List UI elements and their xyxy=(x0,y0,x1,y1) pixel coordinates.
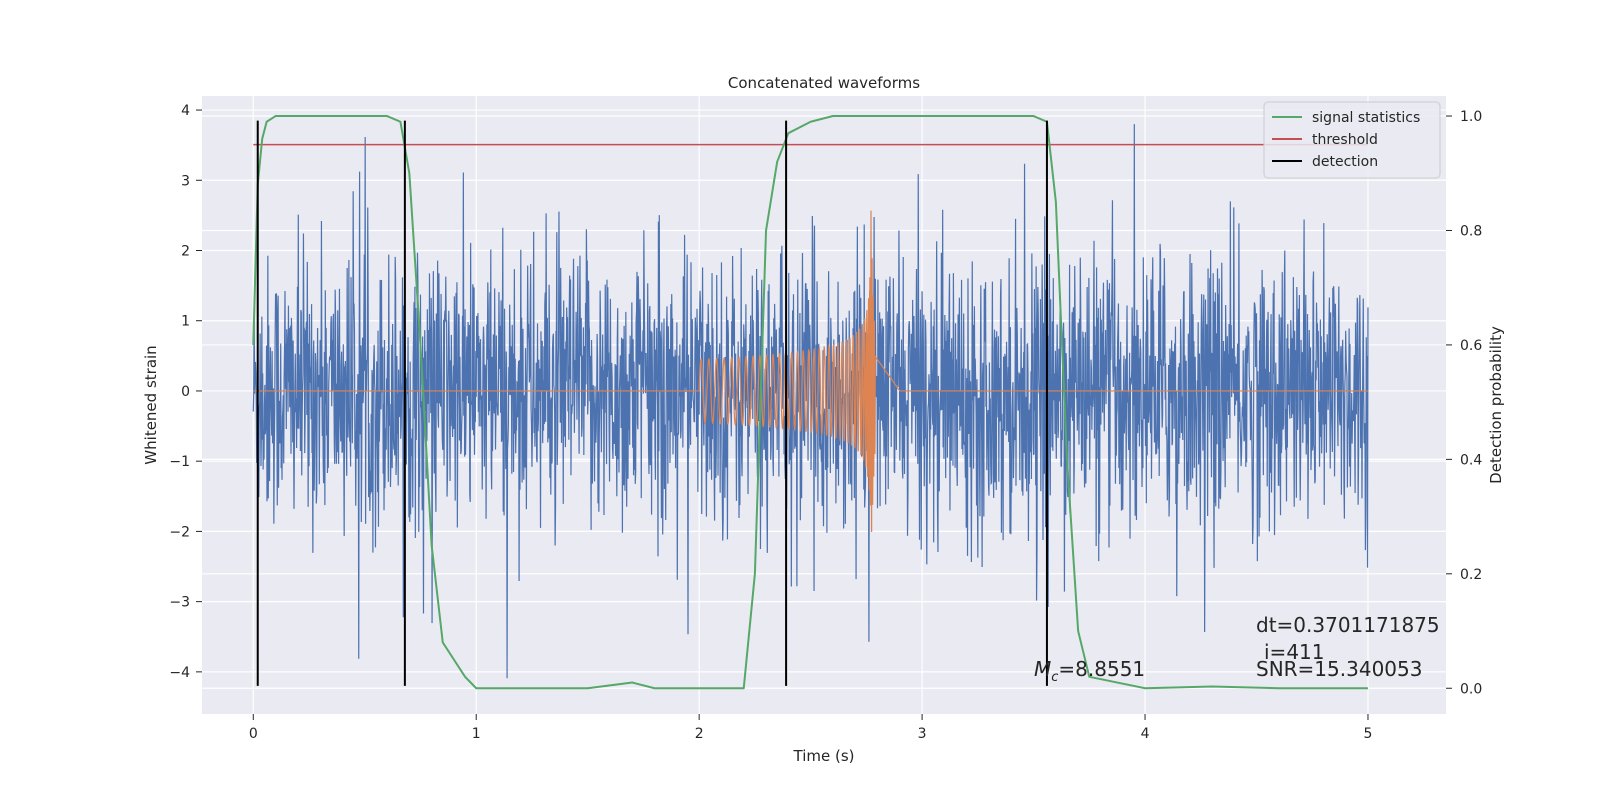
annotations: dt=0.3701171875 i=411 SNR=15.340053 Mc=8… xyxy=(1034,613,1440,685)
x-tick-label: 0 xyxy=(249,726,258,742)
y2-axis-label: Detection probability xyxy=(1487,326,1505,484)
y2-tick-label: 0.6 xyxy=(1460,338,1482,354)
y2-tick-label: 0.0 xyxy=(1460,681,1482,697)
legend-label-threshold: threshold xyxy=(1312,132,1378,148)
signal-statistics-line xyxy=(252,115,1368,690)
x-axis-label: Time (s) xyxy=(793,747,855,765)
detection-series xyxy=(256,120,1048,686)
y2-tick-label: 1.0 xyxy=(1460,109,1482,125)
x-tick-label: 3 xyxy=(918,726,927,742)
annotation-i: i=411 xyxy=(1264,640,1325,664)
y-tick-label: −2 xyxy=(169,524,190,540)
y-tick-label: −4 xyxy=(169,665,190,681)
annotation-snr: SNR=15.340053 xyxy=(1256,657,1422,681)
chart-title: Concatenated waveforms xyxy=(728,74,920,92)
x-tick-label: 4 xyxy=(1141,726,1150,742)
y-axis-label: Whitened strain xyxy=(142,345,160,464)
y2-tick-label: 0.4 xyxy=(1460,452,1482,468)
annotation-mc: Mc=8.8551 xyxy=(1034,657,1145,685)
axes: 0 1 2 3 4 5 −4 −3 −2 −1 0 1 2 3 4 0.0 0.2 0.4 0.6 0.8 1.0 xyxy=(169,103,1482,742)
y-tick-label: 4 xyxy=(181,103,190,119)
legend-label-detection: detection xyxy=(1312,154,1378,170)
annotation-dt: dt=0.3701171875 xyxy=(1256,613,1440,637)
annotation-mc-symbol: M xyxy=(1034,657,1051,681)
y-tick-label: −3 xyxy=(169,595,190,611)
legend-box xyxy=(1263,101,1441,179)
y-tick-label: 1 xyxy=(181,314,190,330)
noise-series xyxy=(252,124,1369,679)
y-tick-label: 2 xyxy=(181,244,190,260)
x-tick-label: 1 xyxy=(472,726,481,742)
annotation-mc-value: =8.8551 xyxy=(1058,657,1145,681)
y2-tick-label: 0.8 xyxy=(1460,223,1482,239)
y2-tick-label: 0.2 xyxy=(1460,567,1482,583)
legend-label-signal-statistics: signal statistics xyxy=(1312,110,1420,126)
template-line xyxy=(253,210,1368,533)
legend: signal statistics threshold detection xyxy=(1263,101,1441,179)
y-tick-label: −1 xyxy=(169,454,190,470)
y-tick-label: 3 xyxy=(181,173,190,189)
y-tick-label: 0 xyxy=(181,384,190,400)
x-tick-label: 2 xyxy=(695,726,704,742)
annotation-mc-subscript: c xyxy=(1051,670,1058,685)
template-series xyxy=(253,210,1368,533)
signal-statistics-series xyxy=(252,115,1368,690)
noise-line xyxy=(252,124,1369,679)
x-tick-label: 5 xyxy=(1364,726,1373,742)
